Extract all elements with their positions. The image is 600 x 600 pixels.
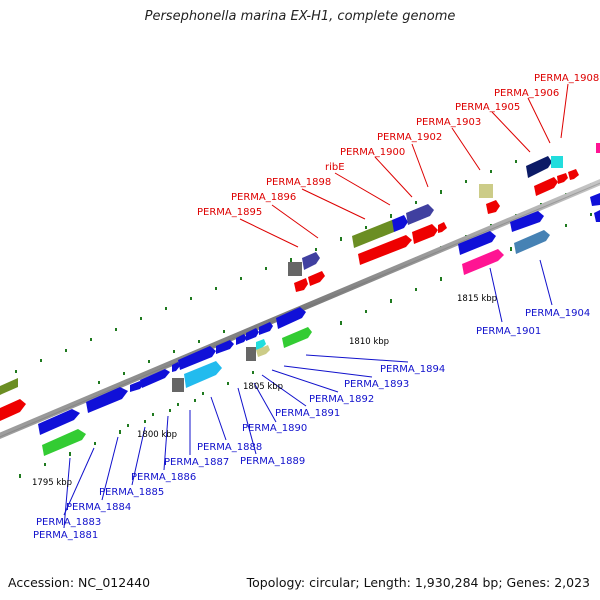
gene-label: PERMA_1886 [131,472,196,483]
coordinate-labels: 1795 kbp 1800 kbp 1805 kbp 1810 kbp 1815… [32,294,497,488]
top-gene-labels: PERMA_1895 PERMA_1896 PERMA_1898 ribE PE… [197,73,599,218]
gene-label: PERMA_1883 [36,517,101,528]
gene-label: PERMA_1905 [455,102,520,113]
coord-label: 1810 kbp [349,337,389,347]
coord-label: 1795 kbp [32,478,72,488]
gene-label: PERMA_1893 [344,379,409,390]
accession-text: Accession: NC_012440 [8,575,151,590]
topology-text: Topology: circular; Length: 1,930,284 bp… [246,575,590,590]
gene-label: ribE [325,162,345,173]
gene-label: PERMA_1904 [525,308,590,319]
gene-label: PERMA_1889 [240,456,305,467]
gene-label: PERMA_1884 [66,502,131,513]
gene-label: PERMA_1890 [242,423,307,434]
bottom-leader-lines [63,259,553,529]
gene-label: PERMA_1902 [377,132,442,143]
gene-label: PERMA_1896 [231,192,296,203]
gene-label: PERMA_1891 [275,408,340,419]
gene-label: PERMA_1908 [534,73,599,84]
gene-label: PERMA_1892 [309,394,374,405]
top-leader-lines [239,83,569,248]
gene-label: PERMA_1888 [197,442,262,453]
gene-label: PERMA_1903 [416,117,481,128]
coord-label: 1800 kbp [137,430,177,440]
gene-label: PERMA_1898 [266,177,331,188]
gene-features [0,143,600,456]
gene-label: PERMA_1900 [340,147,405,158]
genome-title: Persephonella marina EX-H1, complete gen… [144,9,456,24]
gene-label: PERMA_1901 [476,326,541,337]
gene-label: PERMA_1881 [33,530,98,541]
coord-label: 1805 kbp [243,382,283,392]
gene-label: PERMA_1906 [494,88,559,99]
gene-label: PERMA_1887 [164,457,229,468]
gene-label: PERMA_1895 [197,207,262,218]
gene-label: PERMA_1885 [99,487,164,498]
bottom-gene-labels: PERMA_1881 PERMA_1883 PERMA_1884 PERMA_1… [33,308,590,541]
gene-label: PERMA_1894 [380,364,445,375]
coord-label: 1815 kbp [457,294,497,304]
